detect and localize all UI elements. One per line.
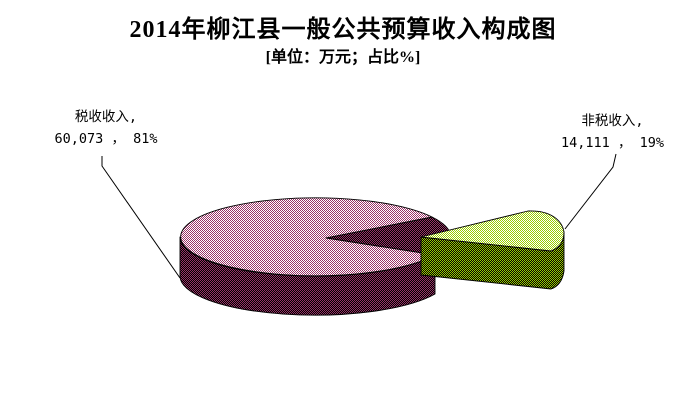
chart-unit-note: [单位：万元；占比%] bbox=[265, 49, 421, 66]
nontax-slice-top bbox=[420, 210, 565, 252]
data-label-nontax-revenue: 非税收入, 14,111 ， 19% bbox=[545, 110, 680, 154]
chart-title: 2014年柳江县一般公共预算收入构成图 bbox=[129, 17, 557, 43]
tax-slice-side-wall bbox=[179, 236, 436, 316]
data-label-nontax-name: 非税收入, bbox=[581, 113, 644, 129]
data-label-nontax-value: 14,111 ， 19% bbox=[561, 135, 664, 151]
tax-leader-line bbox=[101, 156, 181, 279]
tax-slice-top bbox=[180, 197, 436, 277]
nontax-leader-line bbox=[564, 153, 617, 230]
data-label-tax-name: 税收收入, bbox=[74, 109, 138, 125]
data-label-tax-revenue: 税收收入, 60,073 ， 81% bbox=[40, 106, 172, 150]
data-label-tax-value: 60,073 ， 81% bbox=[54, 131, 158, 147]
